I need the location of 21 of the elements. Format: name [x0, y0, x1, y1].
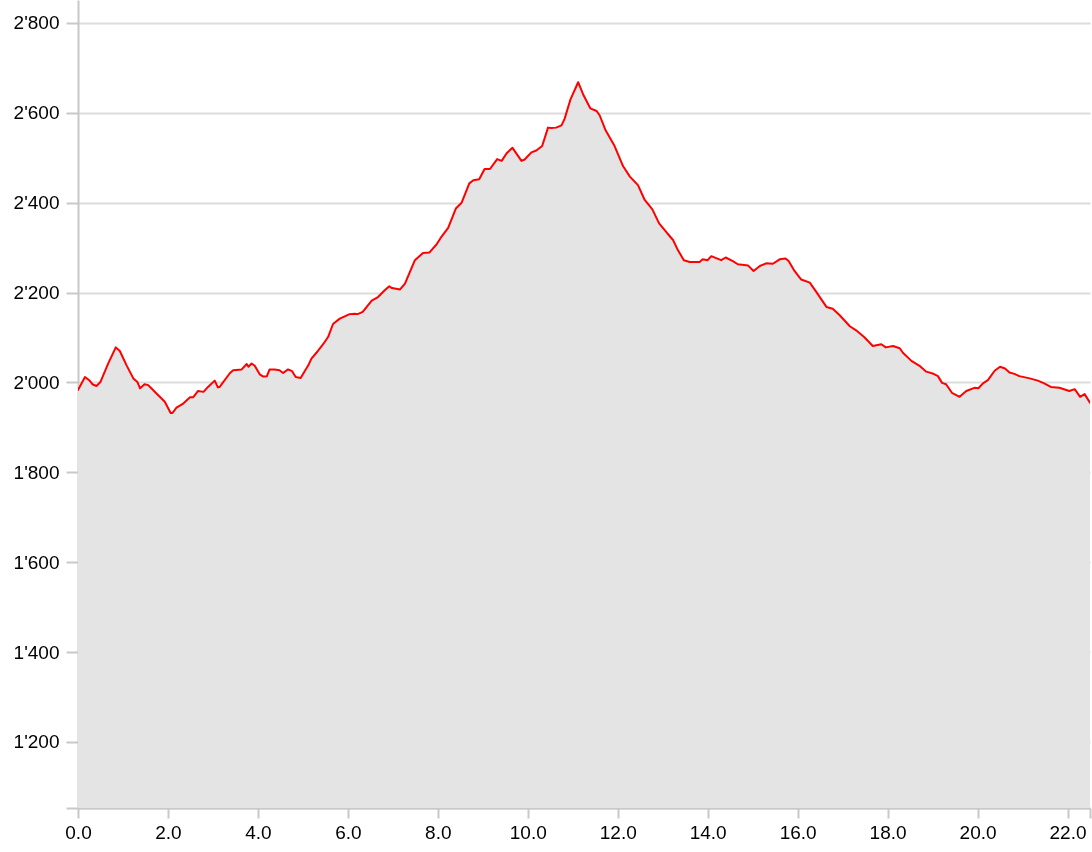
y-tick-label: 1'800	[13, 461, 60, 483]
y-tick-label: 2'000	[13, 371, 60, 393]
x-tick-label: 18.0	[869, 821, 907, 843]
x-tick-label: 8.0	[425, 821, 452, 843]
y-tick-label: 2'400	[13, 192, 60, 214]
x-tick-label: 4.0	[245, 821, 272, 843]
y-tick-label: 2'200	[13, 282, 60, 304]
x-tick-label: 0.0	[65, 821, 92, 843]
y-tick-label: 1'400	[13, 641, 60, 663]
x-tick-label: 12.0	[599, 821, 637, 843]
x-tick-label: 14.0	[689, 821, 727, 843]
x-tick-label: 16.0	[779, 821, 817, 843]
x-tick-label: 6.0	[335, 821, 362, 843]
y-tick-label: 2'600	[13, 102, 60, 124]
y-tick-label: 1'600	[13, 551, 60, 573]
y-tick-label: 1'200	[13, 731, 60, 753]
x-tick-label: 22.0	[1049, 821, 1087, 843]
x-tick-label: 2.0	[155, 821, 182, 843]
x-tick-label: 20.0	[959, 821, 997, 843]
y-tick-label: 2'800	[13, 12, 60, 34]
x-tick-label: 10.0	[509, 821, 547, 843]
